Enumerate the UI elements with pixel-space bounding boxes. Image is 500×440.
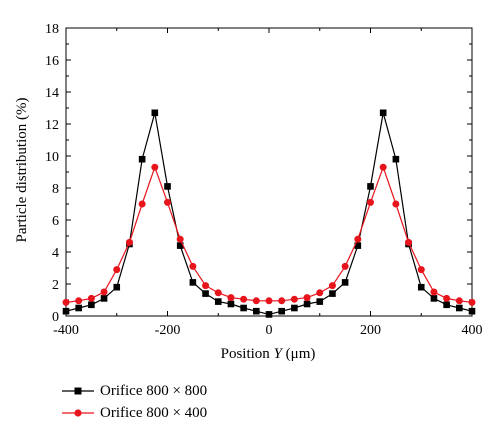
data-point bbox=[151, 163, 159, 171]
series-2 bbox=[62, 163, 476, 306]
data-point bbox=[214, 298, 222, 305]
data-point bbox=[329, 290, 336, 297]
data-point bbox=[265, 297, 273, 305]
legend-item-series-2: Orifice 800 × 400 bbox=[62, 402, 207, 424]
data-point bbox=[253, 307, 260, 315]
data-point bbox=[75, 297, 83, 305]
data-point bbox=[202, 290, 209, 297]
data-point bbox=[456, 304, 463, 312]
data-point bbox=[379, 163, 387, 171]
data-point bbox=[138, 200, 146, 208]
data-point bbox=[405, 238, 413, 246]
legend-marker-circle-icon bbox=[62, 409, 94, 417]
data-point bbox=[100, 288, 108, 296]
data-point bbox=[379, 109, 387, 117]
data-point bbox=[341, 279, 349, 286]
data-point bbox=[176, 242, 184, 249]
data-point bbox=[468, 307, 476, 315]
y-axis-label: Particle distribution (%) bbox=[14, 98, 30, 243]
y-tick-label: 14 bbox=[45, 86, 59, 101]
data-point bbox=[354, 235, 362, 243]
data-point bbox=[202, 282, 210, 290]
x-tick-label: -200 bbox=[155, 323, 181, 338]
y-tick-label: 0 bbox=[52, 310, 59, 325]
series-line bbox=[65, 112, 473, 316]
data-point bbox=[392, 155, 400, 163]
legend-label-series-1: Orifice 800 × 800 bbox=[100, 382, 208, 399]
data-point bbox=[62, 298, 70, 306]
data-point bbox=[417, 266, 425, 274]
data-point bbox=[189, 262, 197, 270]
data-point bbox=[316, 298, 324, 305]
data-point bbox=[278, 297, 286, 305]
data-point bbox=[341, 262, 349, 270]
axes: -400 -200 0 200 400 0 2 4 6 8 10 12 14 16 18 bbox=[45, 22, 483, 338]
series-1 bbox=[62, 109, 476, 318]
legend-item-series-1: Orifice 800 × 800 bbox=[62, 380, 207, 402]
data-point bbox=[291, 304, 298, 312]
data-point bbox=[164, 183, 171, 190]
data-point bbox=[443, 301, 450, 309]
data-point bbox=[189, 279, 197, 286]
data-point bbox=[303, 300, 311, 308]
data-point bbox=[100, 295, 108, 302]
plot-frame bbox=[65, 27, 473, 317]
data-point bbox=[240, 304, 247, 312]
legend: Orifice 800 × 800 Orifice 800 × 400 bbox=[62, 380, 207, 424]
data-point bbox=[316, 289, 324, 297]
data-point bbox=[151, 109, 159, 117]
data-point bbox=[88, 301, 95, 309]
data-point bbox=[354, 242, 362, 249]
data-point bbox=[113, 283, 121, 291]
x-axis-label: Position Y (μm) bbox=[221, 346, 316, 362]
data-point bbox=[468, 298, 476, 306]
data-point bbox=[227, 294, 235, 302]
y-tick-label: 18 bbox=[45, 22, 59, 37]
data-point bbox=[455, 297, 463, 305]
series-line bbox=[65, 165, 473, 303]
data-point bbox=[367, 183, 374, 190]
data-point bbox=[265, 311, 273, 318]
x-tick-label: 0 bbox=[266, 323, 273, 338]
y-tick-label: 16 bbox=[45, 54, 59, 69]
data-point bbox=[303, 294, 311, 302]
data-point bbox=[417, 283, 425, 291]
x-tick-label: -400 bbox=[53, 323, 79, 338]
data-point bbox=[290, 295, 298, 303]
legend-marker-square-icon bbox=[62, 387, 94, 395]
data-point bbox=[430, 295, 438, 302]
series-layer bbox=[62, 109, 476, 318]
y-tick-label: 6 bbox=[52, 214, 59, 229]
data-point bbox=[227, 300, 235, 308]
data-point bbox=[278, 307, 285, 315]
data-point bbox=[328, 282, 336, 290]
data-point bbox=[75, 304, 82, 312]
data-point bbox=[62, 307, 70, 315]
data-point bbox=[367, 198, 374, 206]
y-tick-label: 4 bbox=[52, 246, 59, 261]
data-point bbox=[443, 294, 451, 302]
y-tick-label: 8 bbox=[52, 182, 59, 197]
y-tick-label: 2 bbox=[52, 278, 59, 293]
data-point bbox=[164, 198, 171, 206]
data-point bbox=[430, 288, 438, 296]
y-tick-label: 10 bbox=[45, 150, 59, 165]
legend-label-series-2: Orifice 800 × 400 bbox=[100, 404, 208, 421]
data-point bbox=[252, 297, 260, 305]
data-point bbox=[125, 238, 133, 246]
data-point bbox=[113, 266, 121, 274]
x-tick-label: 200 bbox=[360, 323, 381, 338]
data-point bbox=[392, 200, 400, 208]
data-point bbox=[214, 289, 222, 297]
data-point bbox=[176, 235, 184, 243]
data-point bbox=[87, 294, 95, 302]
y-tick-label: 12 bbox=[45, 118, 59, 133]
x-tick-label: 400 bbox=[462, 323, 483, 338]
data-point bbox=[240, 295, 248, 303]
data-point bbox=[138, 155, 146, 163]
